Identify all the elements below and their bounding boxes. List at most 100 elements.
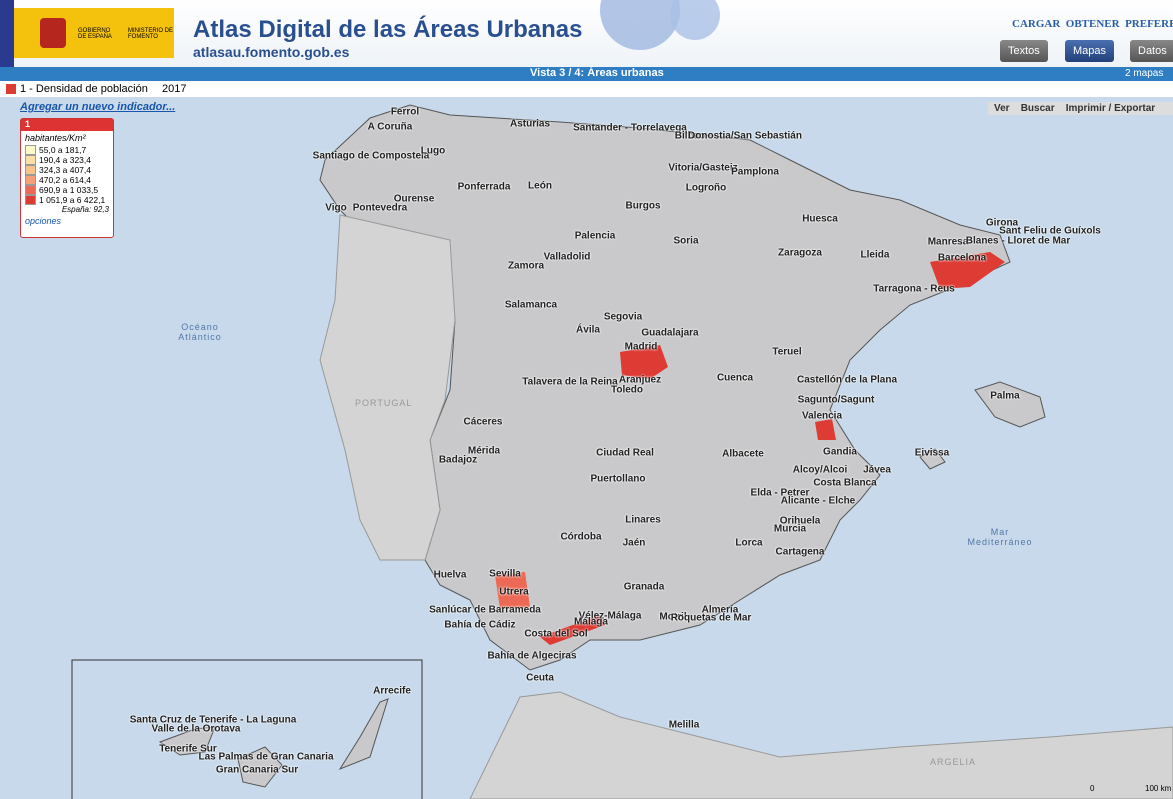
legend-row: 690,9 a 1 033,5 <box>21 185 113 195</box>
city-label: Ferrol <box>390 106 420 118</box>
legend-class: 1 051,9 a 6 422,1 <box>39 195 106 205</box>
city-label: Barcelona <box>937 252 987 264</box>
city-label: Ourense <box>393 193 435 205</box>
madrid-area <box>620 345 668 379</box>
maps-count[interactable]: 2 mapas <box>1125 68 1164 79</box>
spain <box>319 104 1011 671</box>
indicator-name[interactable]: 1 - Densidad de población <box>20 83 148 95</box>
legend-swatch <box>25 155 36 165</box>
city-label: León <box>528 180 552 192</box>
tenerife <box>158 726 216 756</box>
city-label: Huesca <box>802 213 838 225</box>
eu-flag <box>0 0 14 67</box>
city-label: Huelva <box>433 569 467 581</box>
mallorca <box>974 381 1046 428</box>
city-label: Guadalajara <box>641 327 699 339</box>
button[interactable]: Datos <box>1130 40 1173 62</box>
city-label: Alicante - Elche <box>780 495 856 507</box>
button[interactable]: Textos <box>1000 40 1048 62</box>
city-label: Córdoba <box>560 531 602 543</box>
city-label: Bahía de Algeciras <box>487 650 577 662</box>
city-label: Lleida <box>860 249 890 261</box>
city-label: Costa Blanca <box>813 477 877 489</box>
costa-sol <box>540 615 605 645</box>
toolbar-item[interactable]: Imprimir / Exportar <box>1065 103 1156 114</box>
toolbar: Ver Buscar Imprimir / Exportar <box>988 102 1173 115</box>
legend-options[interactable]: opciones <box>25 216 62 226</box>
legend-unit: habitantes/Km² <box>25 133 86 143</box>
view-title[interactable]: Vista 3 / 4: Áreas urbanas <box>530 67 664 79</box>
city-label: Gran Canaria Sur <box>215 764 299 776</box>
legend-class: 55,0 a 181,7 <box>39 145 87 155</box>
legend-row: 190,4 a 323,4 <box>21 155 113 165</box>
legend-swatch <box>25 165 36 175</box>
menu-item[interactable]: CARGAR <box>1012 18 1061 30</box>
city-label: Cartagena <box>775 546 825 558</box>
city-label: Blanes - Lloret de Mar <box>965 235 1071 247</box>
city-label: Albacete <box>722 448 764 460</box>
toolbar-item[interactable]: Ver <box>994 103 1010 114</box>
city-label: Melilla <box>668 719 700 731</box>
city-label: Aranjuez <box>618 374 662 386</box>
menu-item[interactable]: PREFERENCIAS <box>1125 18 1173 30</box>
city-label: Ávila <box>576 324 600 336</box>
legend: 1 habitantes/Km² 55,0 a 181,7 190,4 a 323… <box>20 118 114 238</box>
indicator-year[interactable]: 2017 <box>162 83 187 95</box>
city-label: Eivissa <box>914 447 950 459</box>
city-label: Madrid <box>624 341 658 353</box>
decor <box>670 0 720 40</box>
city-label: Utrera <box>499 586 529 598</box>
city-label: Donostia/San Sebastián <box>688 130 802 142</box>
city-label: Granada <box>623 581 665 593</box>
city-label: Puertollano <box>590 473 646 485</box>
city-label: Sagunto/Sagunt <box>797 394 875 406</box>
legend-total: España: 92,3 <box>61 205 109 214</box>
valencia-area <box>815 419 836 440</box>
city-label: Bahía de Cádiz <box>444 619 516 631</box>
legend-row: 324,3 a 407,4 <box>21 165 113 175</box>
button[interactable]: Mapas <box>1065 40 1115 62</box>
app-title: Atlas Digital de las Áreas Urbanas <box>193 16 583 43</box>
add-indicator[interactable]: Agregar un nuevo indicador... <box>20 101 176 113</box>
gran-canaria <box>237 746 283 788</box>
city-label: Soria <box>673 235 699 247</box>
view-bar: Vista 3 / 4: Áreas urbanas 2 mapas <box>0 67 1173 81</box>
city-label: Pamplona <box>731 166 779 178</box>
city-label: Zaragoza <box>778 247 822 259</box>
city-label: Jávea <box>863 464 891 476</box>
legend-swatch <box>25 175 36 185</box>
header: GOBIERNO DE ESPAÑA MINISTERIO DE FOMENTO… <box>0 0 1173 67</box>
city-label: Toledo <box>610 384 644 396</box>
city-label: Valladolid <box>543 251 591 263</box>
barcelona-area <box>930 252 1005 289</box>
menu-item[interactable]: OBTENER <box>1065 18 1120 30</box>
sea-label: Mar Mediterráneo <box>967 527 1033 547</box>
city-label: Vigo <box>325 202 347 214</box>
city-label: Badajoz <box>438 454 478 466</box>
government: GOBIERNO DE ESPAÑA <box>78 28 112 40</box>
city-label: Castellón de la Plana <box>796 374 898 386</box>
portugal <box>319 214 456 561</box>
city-label: Costa del Sol <box>524 628 588 640</box>
city-label: Alcoy/Alcoi <box>792 464 848 476</box>
city-label: Tarragona - Reus <box>873 283 955 295</box>
legend-swatch <box>25 185 36 195</box>
city-label: Lugo <box>420 145 446 157</box>
toolbar-item[interactable]: Buscar <box>1020 103 1055 114</box>
legend-class: 324,3 a 407,4 <box>39 165 91 175</box>
map <box>71 104 1173 799</box>
city-label: Tenerife Sur <box>159 743 217 755</box>
legend-row: 470,2 a 614,4 <box>21 175 113 185</box>
city-label: Ceuta <box>526 672 554 684</box>
legend-row: 1 051,9 a 6 422,1 <box>21 195 113 205</box>
city-label: Las Palmas de Gran Canaria <box>198 751 334 763</box>
city-label: Valle de la Orotava <box>151 723 241 735</box>
coat-of-arms <box>40 18 66 48</box>
city-label: Linares <box>625 514 661 526</box>
sevilla-area <box>495 572 530 609</box>
city-label: Ponferrada <box>457 181 511 193</box>
city-label: Málaga <box>574 616 608 628</box>
city-label: Segovia <box>603 311 643 323</box>
city-label: Palma <box>990 390 1020 402</box>
city-label: Girona <box>985 217 1019 229</box>
